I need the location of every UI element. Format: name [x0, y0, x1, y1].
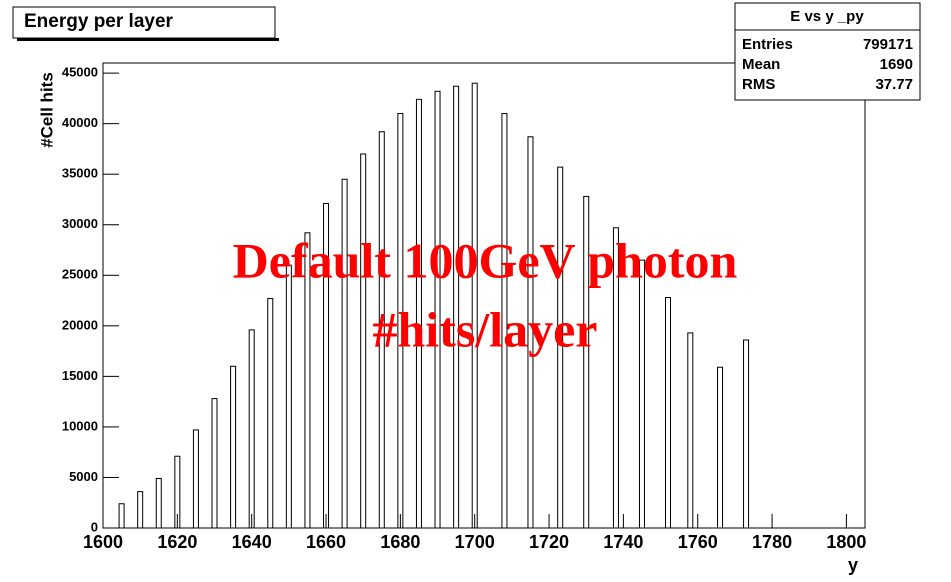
x-tick-label: 1620 [157, 532, 197, 552]
bar [360, 153, 367, 529]
annotation: #hits/layer [373, 301, 598, 357]
bar [137, 491, 144, 529]
stats-label: RMS [742, 76, 775, 93]
bar [453, 85, 460, 529]
x-axis-label: y [848, 555, 858, 575]
bar [612, 227, 619, 529]
bar [211, 398, 218, 529]
bar [248, 329, 255, 529]
bar [638, 259, 645, 529]
bar [304, 232, 311, 529]
y-tick-label: 20000 [62, 317, 98, 332]
bar [664, 297, 671, 529]
bar [267, 298, 274, 529]
x-tick-label: 1760 [678, 532, 718, 552]
x-tick-label: 1660 [306, 532, 346, 552]
bar [717, 366, 724, 529]
title-shadow [17, 38, 279, 41]
stats-value: 1690 [880, 56, 913, 73]
bar [434, 90, 441, 529]
bar [743, 339, 750, 529]
stats-label: Entries [742, 36, 793, 53]
y-axis-label: #Cell hits [37, 72, 56, 148]
stats-title: E vs y _py [790, 8, 864, 25]
bar [687, 332, 694, 529]
annotation: Default 100GeV photon [233, 232, 738, 288]
bar [118, 503, 125, 529]
title-box [12, 6, 276, 39]
x-tick-label: 1680 [380, 532, 420, 552]
plot-frame [102, 62, 866, 529]
y-tick-label: 5000 [69, 469, 98, 484]
y-tick-label: 35000 [62, 166, 98, 181]
y-tick-label: 30000 [62, 216, 98, 231]
x-tick-label: 1740 [603, 532, 643, 552]
bar [285, 264, 292, 529]
stats-label: Mean [742, 56, 780, 73]
bar [501, 113, 508, 529]
stats-value: 37.77 [875, 76, 913, 93]
bar [155, 477, 162, 529]
bar [192, 429, 199, 529]
stats-box [734, 2, 921, 101]
y-tick-label: 25000 [62, 267, 98, 282]
y-tick-label: 15000 [62, 368, 98, 383]
stats-value: 799171 [863, 36, 913, 53]
bar [230, 365, 237, 529]
bar [378, 131, 385, 529]
bar [583, 195, 590, 529]
bar [527, 136, 534, 529]
x-tick-label: 1720 [529, 532, 569, 552]
y-tick-label: 0 [91, 519, 98, 534]
x-tick-label: 1700 [455, 532, 495, 552]
bar [415, 98, 422, 529]
chart-title: Energy per layer [24, 11, 174, 32]
x-tick-label: 1640 [232, 532, 272, 552]
y-tick-label: 40000 [62, 115, 98, 130]
y-tick-label: 10000 [62, 418, 98, 433]
bar [557, 166, 564, 529]
x-tick-label: 1600 [83, 532, 123, 552]
x-tick-label: 1800 [826, 532, 866, 552]
bar [341, 178, 348, 529]
y-tick-label: 45000 [62, 65, 98, 80]
x-tick-label: 1780 [752, 532, 792, 552]
